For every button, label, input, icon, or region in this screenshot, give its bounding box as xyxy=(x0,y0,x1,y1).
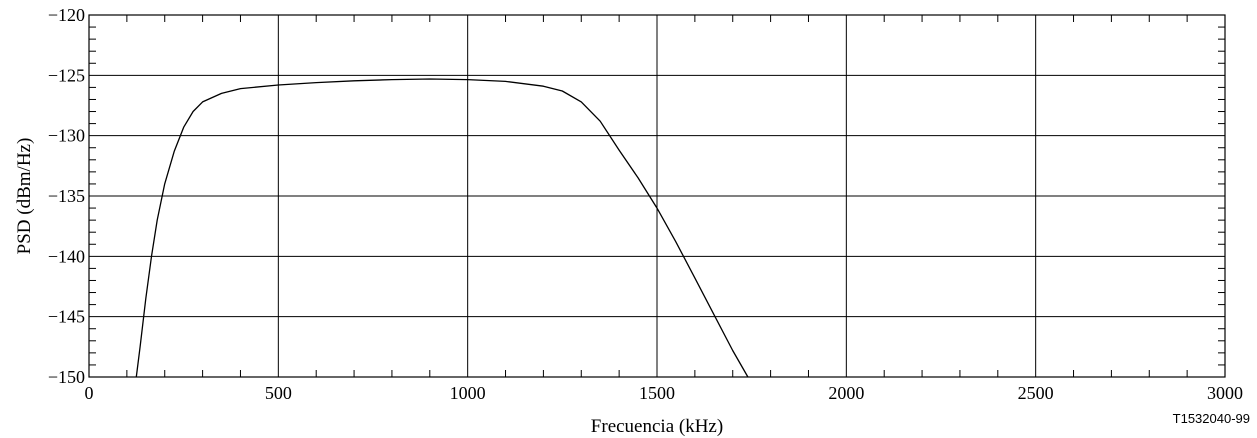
plot-frame xyxy=(88,14,1226,378)
x-tick-labels: 0 500 1000 1500 2000 2500 3000 xyxy=(85,383,1244,403)
x-tick-label-6: 3000 xyxy=(1207,383,1243,403)
y-tick-label-6: −120 xyxy=(48,5,85,25)
x-tick-label-4: 2000 xyxy=(828,383,864,403)
y-tick-label-3: −135 xyxy=(48,186,85,206)
x-tick-label-1: 500 xyxy=(265,383,292,403)
series-layer xyxy=(135,78,749,378)
minor-ticks xyxy=(89,15,1225,377)
y-tick-label-5: −125 xyxy=(48,65,85,85)
y-tick-labels: −150 −145 −140 −135 −130 −125 −120 xyxy=(48,5,85,387)
y-tick-label-4: −130 xyxy=(48,126,85,146)
y-tick-label-2: −140 xyxy=(48,246,85,266)
x-axis-title: Frecuencia (kHz) xyxy=(591,416,723,437)
x-tick-label-5: 2500 xyxy=(1018,383,1054,403)
psd-curve-0 xyxy=(135,78,749,378)
figure-id: T1532040-99 xyxy=(1173,411,1250,426)
x-tick-label-0: 0 xyxy=(85,383,94,403)
x-tick-label-2: 1000 xyxy=(450,383,486,403)
x-tick-label-3: 1500 xyxy=(639,383,675,403)
grid-lines xyxy=(89,15,1225,377)
y-axis-title: PSD (dBm/Hz) xyxy=(14,138,35,255)
y-tick-label-1: −145 xyxy=(48,307,85,327)
y-tick-label-0: −150 xyxy=(48,367,85,387)
